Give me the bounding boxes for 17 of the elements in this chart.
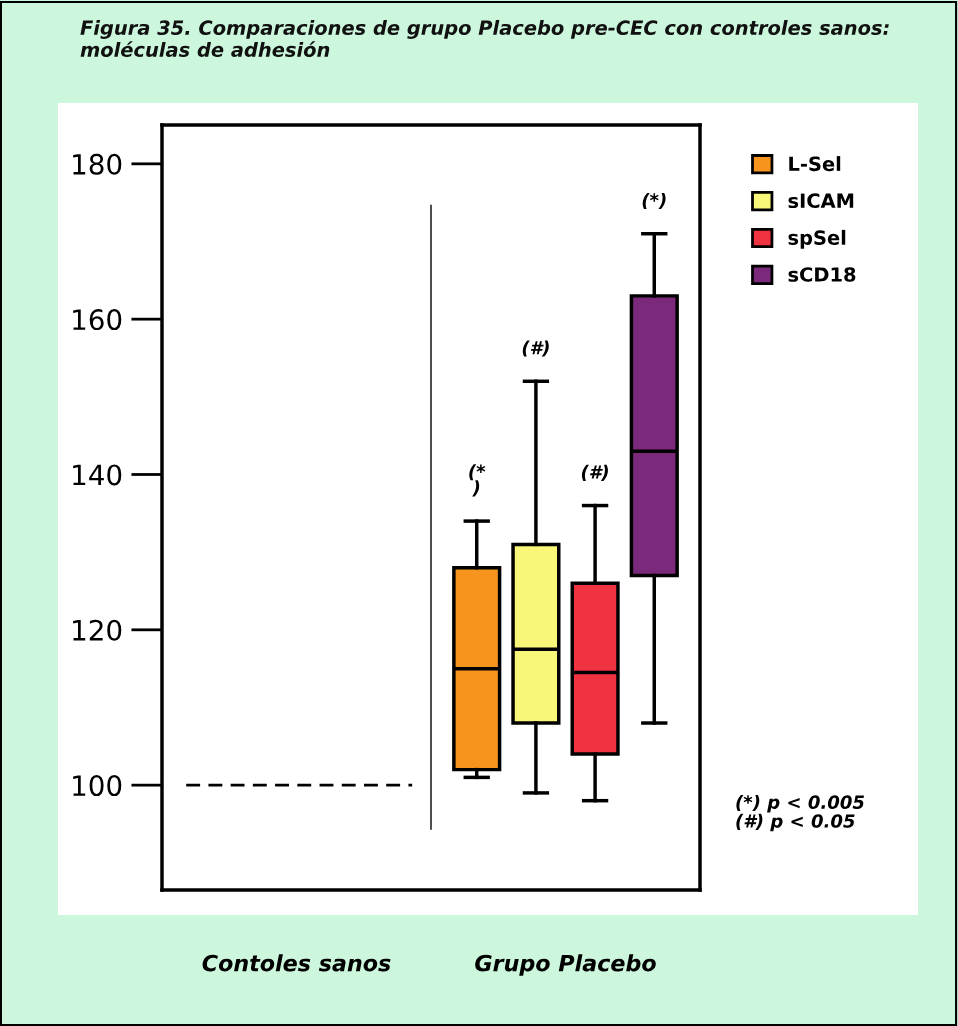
y-tick-label: 100 — [73, 775, 122, 797]
legend-label: sCD18 — [788, 267, 856, 282]
annotation: (#) — [522, 340, 549, 357]
y-tick-label: 140 — [73, 464, 122, 486]
x-tick-label: Grupo Placebo — [475, 954, 656, 976]
text: (*) p < 0.005 (#) p < 0.05 — [736, 795, 865, 832]
legend-label: sICAM — [788, 193, 854, 209]
y-tick-label: 180 — [73, 153, 122, 175]
y-tick-label: 160 — [73, 309, 122, 331]
x-tick-label: Contoles sanos — [202, 954, 391, 972]
y-tick-label: 120 — [73, 619, 122, 641]
chart-title: Figura 35. Comparaciones de grupo Placebo pre-CEC con controles sanos: moléculas de adhesión — [80, 20, 889, 57]
legend-label: L-Sel — [789, 156, 841, 172]
annotation: (#) — [581, 464, 608, 481]
annotation: (*) — [642, 192, 666, 210]
annotation: (* ) — [469, 464, 486, 497]
legend-label: spSel — [788, 229, 846, 249]
